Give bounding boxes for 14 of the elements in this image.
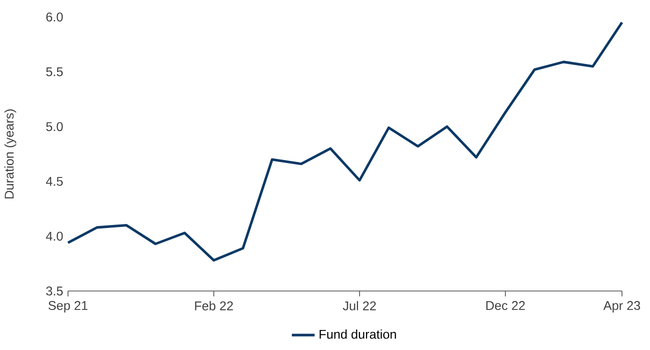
y-tick-label: 6.0 (46, 12, 63, 22)
y-tick-label: 5.0 (46, 122, 63, 132)
x-tick-label: Dec 22 (486, 301, 525, 310)
x-tick-label: Feb 22 (195, 301, 233, 310)
y-tick-label: 4.5 (46, 176, 63, 186)
x-tick-label: Sep 21 (48, 301, 88, 313)
line-series (66, 21, 624, 262)
x-tick-label: Jul 22 (342, 301, 376, 310)
y-tick-label: 3.5 (46, 286, 63, 296)
y-tick-label: 4.0 (46, 232, 63, 241)
y-tick-label: 5.5 (46, 67, 63, 76)
legend-label: Fund duration (320, 329, 396, 339)
x-tick-label: Apr 23 (603, 301, 640, 313)
y-axis-title: Duration (years) (4, 109, 16, 198)
